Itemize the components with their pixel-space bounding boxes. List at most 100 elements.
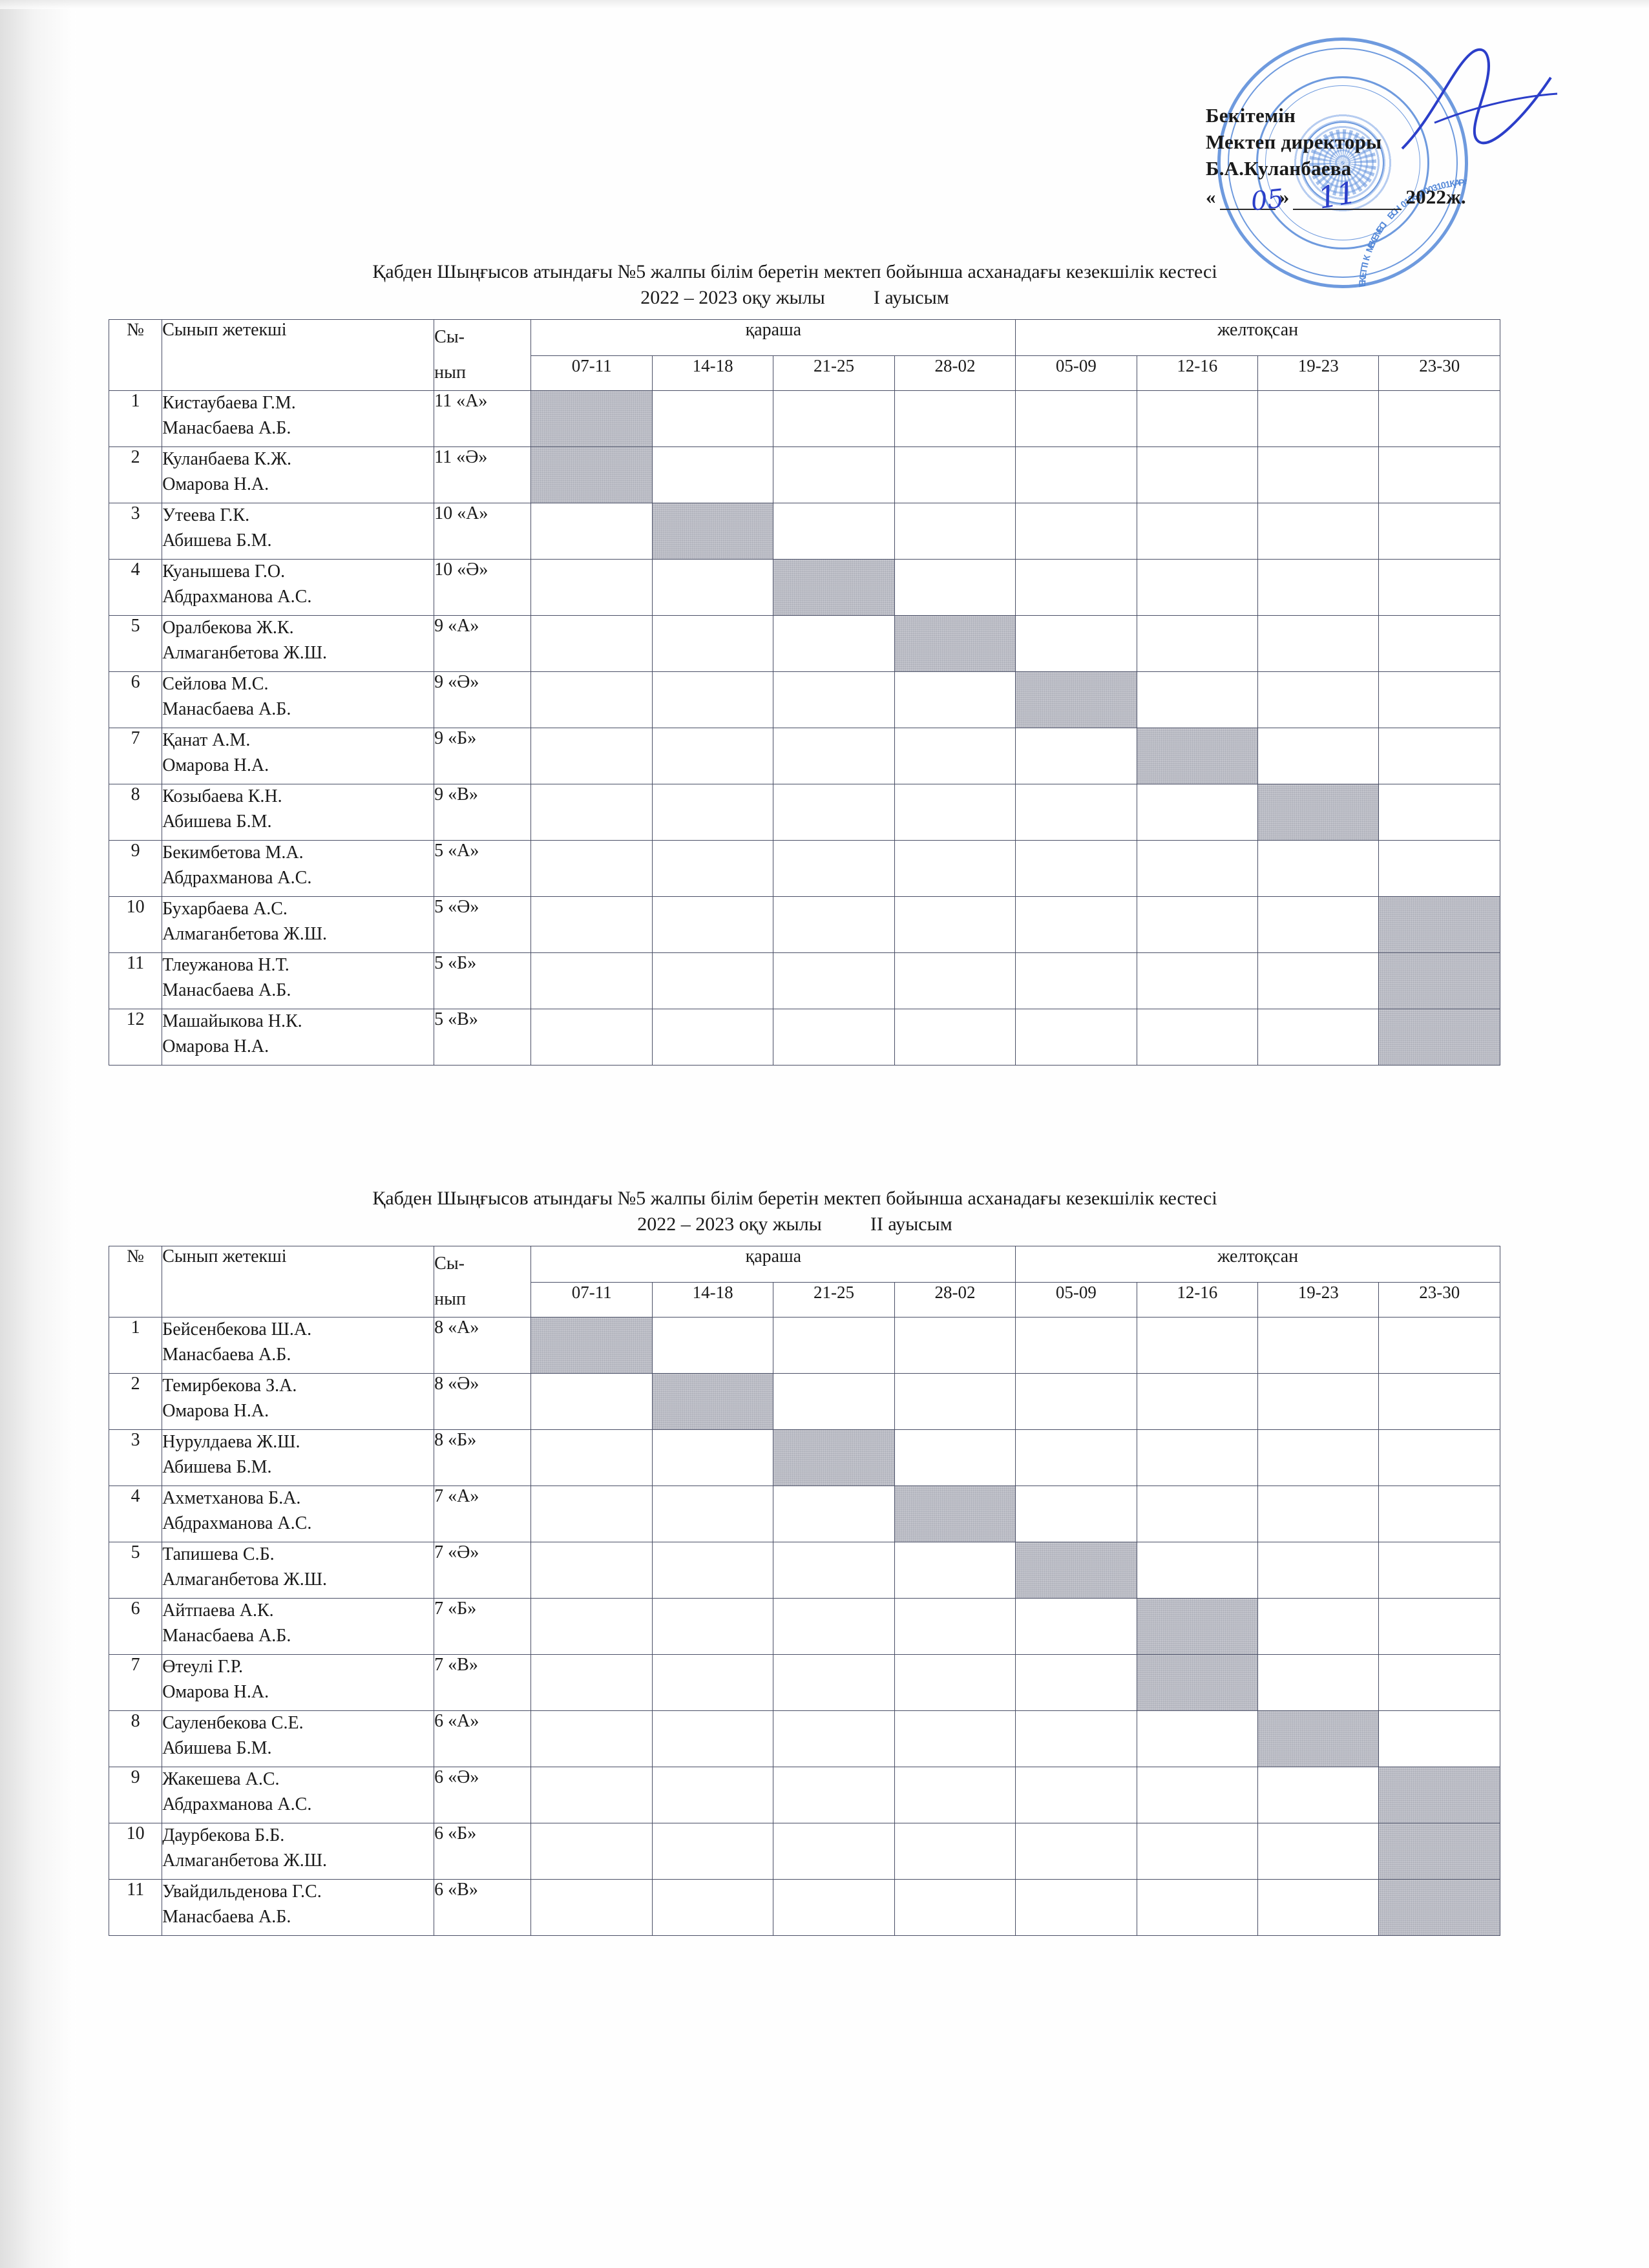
duty-cell-empty[interactable]: [1378, 671, 1500, 729]
duty-cell-empty[interactable]: [1378, 503, 1500, 560]
duty-cell-empty[interactable]: [1136, 952, 1259, 1010]
duty-cell-empty[interactable]: [1015, 1654, 1137, 1712]
duty-cell-empty[interactable]: [773, 1542, 895, 1599]
duty-cell-empty[interactable]: [1015, 840, 1137, 898]
duty-cell-empty[interactable]: [651, 1486, 774, 1543]
duty-cell-marked[interactable]: [1378, 1879, 1500, 1937]
duty-cell-marked[interactable]: [1378, 896, 1500, 954]
duty-cell-empty[interactable]: [773, 1373, 895, 1431]
duty-cell-empty[interactable]: [1136, 1373, 1259, 1431]
duty-cell-empty[interactable]: [1378, 784, 1500, 841]
duty-cell-empty[interactable]: [773, 952, 895, 1010]
duty-cell-empty[interactable]: [1378, 1486, 1500, 1543]
duty-cell-empty[interactable]: [773, 1654, 895, 1712]
duty-cell-empty[interactable]: [651, 671, 774, 729]
duty-cell-empty[interactable]: [651, 390, 774, 448]
duty-cell-empty[interactable]: [1136, 1879, 1259, 1937]
duty-cell-marked[interactable]: [1378, 1767, 1500, 1824]
duty-cell-empty[interactable]: [651, 446, 774, 504]
duty-cell-empty[interactable]: [651, 1879, 774, 1937]
duty-cell-empty[interactable]: [651, 1429, 774, 1487]
duty-cell-empty[interactable]: [1015, 896, 1137, 954]
duty-cell-empty[interactable]: [530, 671, 653, 729]
duty-cell-empty[interactable]: [651, 1009, 774, 1066]
duty-cell-empty[interactable]: [1257, 840, 1380, 898]
duty-cell-empty[interactable]: [651, 784, 774, 841]
duty-cell-marked[interactable]: [651, 503, 774, 560]
duty-cell-empty[interactable]: [1136, 1317, 1259, 1374]
duty-cell-empty[interactable]: [651, 1710, 774, 1768]
duty-cell-empty[interactable]: [1257, 615, 1380, 673]
duty-cell-empty[interactable]: [530, 1654, 653, 1712]
duty-cell-marked[interactable]: [1257, 784, 1380, 841]
duty-cell-marked[interactable]: [1136, 1598, 1259, 1655]
duty-cell-empty[interactable]: [1136, 896, 1259, 954]
duty-cell-empty[interactable]: [1015, 1598, 1137, 1655]
duty-cell-empty[interactable]: [1015, 1429, 1137, 1487]
duty-cell-empty[interactable]: [1015, 952, 1137, 1010]
duty-cell-empty[interactable]: [894, 390, 1016, 448]
duty-cell-empty[interactable]: [1015, 1767, 1137, 1824]
duty-cell-empty[interactable]: [1136, 1767, 1259, 1824]
duty-cell-empty[interactable]: [530, 896, 653, 954]
duty-cell-marked[interactable]: [1136, 1654, 1259, 1712]
duty-cell-empty[interactable]: [1378, 1429, 1500, 1487]
duty-cell-empty[interactable]: [530, 1767, 653, 1824]
duty-cell-marked[interactable]: [773, 1429, 895, 1487]
duty-cell-empty[interactable]: [530, 1542, 653, 1599]
duty-cell-empty[interactable]: [773, 1823, 895, 1880]
duty-cell-empty[interactable]: [530, 1373, 653, 1431]
duty-cell-empty[interactable]: [1015, 559, 1137, 616]
duty-cell-empty[interactable]: [894, 1767, 1016, 1824]
duty-cell-empty[interactable]: [1136, 1486, 1259, 1543]
duty-cell-empty[interactable]: [1257, 1317, 1380, 1374]
duty-cell-marked[interactable]: [530, 446, 653, 504]
duty-cell-empty[interactable]: [894, 1654, 1016, 1712]
duty-cell-empty[interactable]: [1257, 390, 1380, 448]
duty-cell-empty[interactable]: [530, 1486, 653, 1543]
duty-cell-empty[interactable]: [651, 1823, 774, 1880]
duty-cell-empty[interactable]: [1257, 1009, 1380, 1066]
duty-cell-empty[interactable]: [1257, 559, 1380, 616]
duty-cell-empty[interactable]: [530, 1429, 653, 1487]
duty-cell-empty[interactable]: [651, 1654, 774, 1712]
duty-cell-marked[interactable]: [1136, 728, 1259, 785]
duty-cell-empty[interactable]: [1136, 1823, 1259, 1880]
duty-cell-empty[interactable]: [894, 1823, 1016, 1880]
duty-cell-empty[interactable]: [530, 1879, 653, 1937]
duty-cell-empty[interactable]: [1015, 1009, 1137, 1066]
duty-cell-empty[interactable]: [651, 1542, 774, 1599]
duty-cell-empty[interactable]: [894, 1429, 1016, 1487]
duty-cell-empty[interactable]: [1015, 446, 1137, 504]
duty-cell-empty[interactable]: [1257, 896, 1380, 954]
duty-cell-empty[interactable]: [894, 1542, 1016, 1599]
duty-cell-empty[interactable]: [894, 1598, 1016, 1655]
duty-cell-empty[interactable]: [530, 559, 653, 616]
duty-cell-empty[interactable]: [894, 896, 1016, 954]
duty-cell-empty[interactable]: [530, 615, 653, 673]
duty-cell-empty[interactable]: [894, 1879, 1016, 1937]
duty-cell-marked[interactable]: [530, 1317, 653, 1374]
duty-cell-empty[interactable]: [1257, 1429, 1380, 1487]
duty-cell-empty[interactable]: [1378, 1373, 1500, 1431]
duty-cell-empty[interactable]: [530, 1598, 653, 1655]
duty-cell-empty[interactable]: [773, 1767, 895, 1824]
duty-cell-empty[interactable]: [773, 390, 895, 448]
duty-cell-empty[interactable]: [651, 615, 774, 673]
duty-cell-empty[interactable]: [1257, 1542, 1380, 1599]
duty-cell-marked[interactable]: [1378, 1823, 1500, 1880]
duty-cell-empty[interactable]: [1378, 1317, 1500, 1374]
duty-cell-marked[interactable]: [1257, 1710, 1380, 1768]
duty-cell-empty[interactable]: [894, 559, 1016, 616]
duty-cell-empty[interactable]: [1257, 728, 1380, 785]
duty-cell-empty[interactable]: [1136, 615, 1259, 673]
duty-cell-empty[interactable]: [1378, 728, 1500, 785]
duty-cell-marked[interactable]: [773, 559, 895, 616]
duty-cell-empty[interactable]: [894, 952, 1016, 1010]
duty-cell-empty[interactable]: [1257, 1654, 1380, 1712]
duty-cell-empty[interactable]: [1136, 784, 1259, 841]
duty-cell-empty[interactable]: [1257, 1486, 1380, 1543]
duty-cell-empty[interactable]: [773, 840, 895, 898]
duty-cell-marked[interactable]: [1015, 1542, 1137, 1599]
duty-cell-empty[interactable]: [773, 615, 895, 673]
